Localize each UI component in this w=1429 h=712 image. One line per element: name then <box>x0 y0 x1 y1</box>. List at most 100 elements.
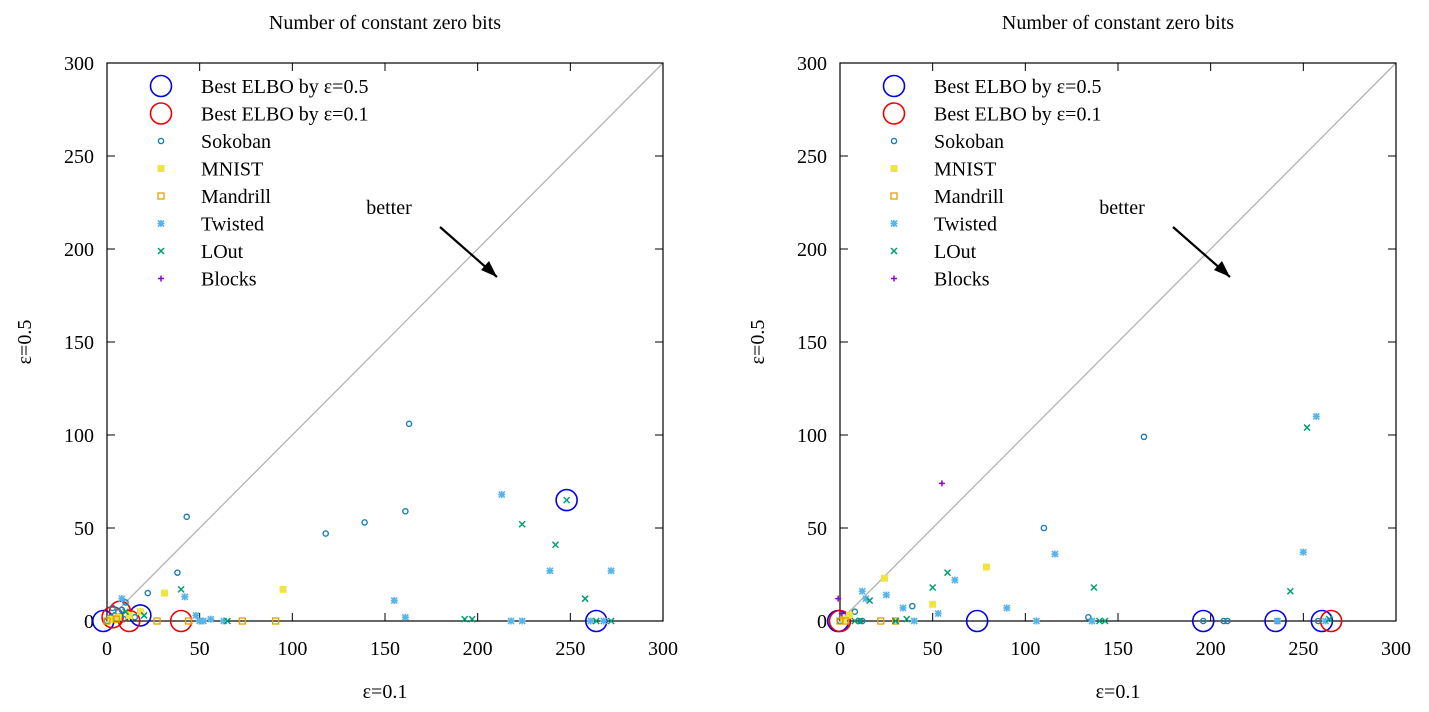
data-point <box>892 617 900 625</box>
data-point <box>951 576 959 584</box>
y-tick-label: 50 <box>807 518 827 540</box>
data-point <box>1199 617 1207 625</box>
y-tick-label: 0 <box>817 611 827 633</box>
data-point <box>507 617 515 625</box>
data-point <box>181 593 189 601</box>
series-open-square <box>103 615 280 625</box>
diagonal-line <box>839 62 1397 622</box>
data-point <box>1040 524 1048 532</box>
data-point <box>1032 617 1041 625</box>
data-point <box>238 617 246 625</box>
legend-entry: LOut <box>934 241 977 263</box>
annotation-arrowhead <box>1214 261 1230 277</box>
data-point <box>965 609 989 633</box>
x-tick-label: 150 <box>1103 638 1133 660</box>
data-point <box>498 490 506 499</box>
data-point <box>1095 617 1104 625</box>
data-point <box>122 599 129 606</box>
x-tick-label: 300 <box>648 638 678 660</box>
y-tick-label: 0 <box>84 611 94 633</box>
data-point <box>174 569 181 576</box>
data-point <box>114 613 122 621</box>
data-point <box>518 617 526 625</box>
legend: Best ELBO by ε=0.5 Best ELBO by ε=0.1 Soko… <box>882 74 1101 291</box>
legend-entry: Best ELBO by ε=0.5 <box>934 76 1101 98</box>
data-point <box>518 520 526 528</box>
data-point <box>107 615 115 623</box>
data-point <box>877 617 885 625</box>
data-point <box>144 589 152 597</box>
y-axis-label: ε=0.5 <box>14 320 36 365</box>
x-tick-label: 0 <box>835 638 845 660</box>
chart-1: Number of constant zero bits 0 50 100 150 200… <box>14 12 678 703</box>
y-tick-label: 250 <box>797 146 827 168</box>
series-star <box>118 490 615 625</box>
data-point <box>468 615 476 623</box>
diagonal-line <box>106 62 664 622</box>
data-point <box>1312 412 1320 420</box>
x-tick-label: 200 <box>463 638 493 660</box>
data-point <box>581 595 589 603</box>
data-point <box>929 583 937 592</box>
data-point <box>390 596 398 605</box>
x-tick-label: 50 <box>190 638 210 660</box>
legend-entry: Twisted <box>934 214 997 236</box>
data-point <box>136 608 144 616</box>
data-point <box>125 611 133 619</box>
chart-title: Number of constant zero bits <box>269 12 501 34</box>
legend-entry: MNIST <box>201 159 263 181</box>
y-tick-label: 200 <box>797 239 827 261</box>
x-tick-label: 150 <box>370 638 400 660</box>
x-tick-label: 250 <box>555 638 585 660</box>
data-point <box>401 613 409 621</box>
data-point <box>592 617 600 625</box>
legend-marker <box>149 74 173 98</box>
data-point <box>908 602 916 610</box>
series-x <box>851 424 1333 625</box>
legend-entry: Best ELBO by ε=0.1 <box>201 104 368 126</box>
legend-entry: MNIST <box>934 159 996 181</box>
data-point <box>551 541 560 549</box>
data-point <box>1325 615 1333 623</box>
legend-marker <box>882 102 906 125</box>
x-tick-label: 300 <box>1381 638 1411 660</box>
series-x <box>122 496 615 625</box>
y-axis-label: ε=0.5 <box>747 320 769 365</box>
data-point <box>882 591 890 599</box>
series-square <box>107 585 287 623</box>
y-tick-label: 200 <box>64 239 94 261</box>
series-big-circle <box>91 488 608 633</box>
data-point <box>177 585 185 593</box>
data-point <box>118 595 126 603</box>
legend-marker <box>890 192 898 200</box>
data-point <box>934 609 942 618</box>
legend-marker <box>158 275 164 282</box>
data-point <box>828 609 852 633</box>
legend-entry: Best ELBO by ε=0.5 <box>201 76 368 98</box>
data-point <box>1051 550 1059 558</box>
legend-entry: LOut <box>201 241 244 263</box>
data-point <box>858 587 866 595</box>
data-point <box>546 567 554 575</box>
x-axis-label: ε=0.1 <box>1096 681 1141 703</box>
x-tick-label: 100 <box>277 638 307 660</box>
x-tick-label: 250 <box>1288 638 1318 660</box>
legend: Best ELBO by ε=0.5 Best ELBO by ε=0.1 Soko… <box>149 74 368 291</box>
y-tick-label: 300 <box>64 53 94 75</box>
data-point <box>223 617 231 625</box>
data-point <box>461 615 469 623</box>
data-point <box>1220 617 1227 625</box>
series-square <box>840 563 990 623</box>
legend-marker <box>890 219 898 228</box>
chart-2: Number of constant zero bits 0 50 100 150 200… <box>747 12 1411 703</box>
x-tick-label: 100 <box>1010 638 1040 660</box>
legend-marker <box>890 165 898 172</box>
legend-marker <box>157 247 165 255</box>
y-tick-label: 150 <box>797 332 827 354</box>
series-circle <box>103 420 413 625</box>
legend-marker <box>891 275 897 282</box>
x-tick-label: 200 <box>1196 638 1226 660</box>
data-point <box>1003 604 1011 612</box>
data-point <box>402 507 409 515</box>
data-point <box>1310 609 1334 633</box>
